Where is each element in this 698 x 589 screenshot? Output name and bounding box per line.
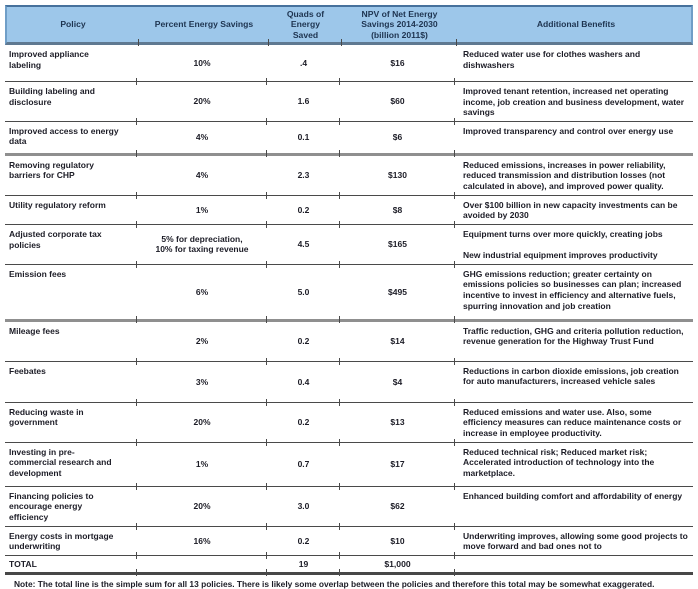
table-row: Building labeling and disclosure 20% 1.6… [5, 82, 693, 125]
benefit-cell: Reductions in carbon dioxide emissions, … [463, 365, 679, 387]
benefit-cell: Reduced emissions, increases in power re… [463, 159, 666, 192]
table-row: Removing regulatory barriers for CHP 4% … [5, 156, 693, 199]
npv-cell: $4 [340, 362, 455, 406]
table-row: Feebates 3% 0.4 $4 Reductions in carbon … [5, 362, 693, 406]
total-label: TOTAL [5, 556, 137, 576]
savings-cell: 4% [137, 156, 267, 199]
table-row: Improved appliance labeling 10% .4 $16 R… [5, 45, 693, 85]
policy-cell: Improved access to energy data [5, 122, 137, 157]
benefit-cell: Over $100 billion in new capacity invest… [463, 199, 678, 221]
policy-cell: Adjusted corporate tax policies [5, 225, 137, 268]
table-footnote: Note: The total line is the simple sum f… [14, 578, 655, 589]
policy-cell: Investing in pre- commercial research an… [5, 443, 137, 490]
table-row: Utility regulatory reform 1% 0.2 $8 Over… [5, 196, 693, 229]
savings-cell: 20% [137, 82, 267, 125]
npv-cell: $130 [340, 156, 455, 199]
header-percent-energy-savings: Percent Energy Savings [139, 7, 269, 46]
quads-cell: 0.7 [267, 443, 340, 490]
table-row: Reducing waste in government 20% 0.2 $13… [5, 403, 693, 446]
table-row: Adjusted corporate tax policies 5% for d… [5, 225, 693, 268]
header-additional-benefits: Additional Benefits [536, 19, 616, 30]
policy-cell: Energy costs in mortgage underwriting [5, 527, 137, 560]
quads-cell: 0.2 [267, 196, 340, 229]
npv-cell: $60 [340, 82, 455, 125]
savings-cell: 3% [137, 362, 267, 406]
total-npv-cell: $1,000 [340, 556, 455, 576]
quads-cell: 4.5 [267, 225, 340, 268]
quads-cell: 1.6 [267, 82, 340, 125]
benefit-cell: Improved transparency and control over e… [463, 125, 674, 136]
policy-cell: Mileage fees [5, 322, 137, 365]
table-row: Financing policies to encourage energy e… [5, 487, 693, 530]
policy-cell: Removing regulatory barriers for CHP [5, 156, 137, 199]
savings-cell: 1% [137, 196, 267, 229]
savings-cell: 10% [137, 45, 267, 85]
policy-cell: Improved appliance labeling [5, 45, 137, 85]
total-savings-cell [137, 556, 267, 576]
policy-cell: Utility regulatory reform [5, 196, 137, 229]
quads-cell: .4 [267, 45, 340, 85]
policy-cell: Building labeling and disclosure [5, 82, 137, 125]
npv-cell: $165 [340, 225, 455, 268]
table-header-row: Policy Percent Energy Savings Quads of E… [5, 5, 693, 46]
policy-cell: Financing policies to encourage energy e… [5, 487, 137, 530]
benefit-cell: Reduced technical risk; Reduced market r… [463, 446, 655, 478]
table-row: Mileage fees 2% 0.2 $14 Traffic reductio… [5, 322, 693, 365]
quads-cell: 3.0 [267, 487, 340, 530]
savings-cell: 4% [137, 122, 267, 157]
savings-cell: 20% [137, 403, 267, 446]
table-row: Improved access to energy data 4% 0.1 $6… [5, 122, 693, 157]
header-policy: Policy [7, 7, 139, 46]
policy-cell: Feebates [5, 362, 137, 406]
benefit-cell: Reduced emissions and water use. Also, s… [463, 406, 682, 439]
npv-cell: $6 [340, 122, 455, 157]
total-benefit-cell [455, 556, 693, 572]
quads-cell: 0.2 [267, 527, 340, 560]
header-quads-energy-saved: Quads of Energy Saved [269, 7, 342, 46]
benefit-cell: GHG emissions reduction; greater certain… [463, 268, 682, 311]
savings-cell: 1% [137, 443, 267, 490]
npv-cell: $62 [340, 487, 455, 530]
npv-cell: $8 [340, 196, 455, 229]
npv-cell: $17 [340, 443, 455, 490]
savings-cell: 6% [137, 265, 267, 323]
table-row: Energy costs in mortgage underwriting 16… [5, 527, 693, 560]
quads-cell: 2.3 [267, 156, 340, 199]
npv-cell: $10 [340, 527, 455, 560]
total-quads-cell: 19 [267, 556, 340, 576]
header-npv-net-energy-savings: NPV of Net Energy Savings 2014-2030 (bil… [342, 7, 457, 46]
benefit-cell: Reduced water use for clothes washers an… [463, 48, 641, 70]
quads-cell: 0.2 [267, 322, 340, 365]
policy-cell: Reducing waste in government [5, 403, 137, 446]
savings-cell: 16% [137, 527, 267, 560]
benefit-cell: Enhanced building comfort and affordabil… [463, 490, 683, 501]
policy-table: Policy Percent Energy Savings Quads of E… [5, 5, 693, 589]
quads-cell: 0.4 [267, 362, 340, 406]
savings-cell: 20% [137, 487, 267, 530]
npv-cell: $13 [340, 403, 455, 446]
quads-cell: 0.2 [267, 403, 340, 446]
table-row: Emission fees 6% 5.0 $495 GHG emissions … [5, 265, 693, 323]
policy-cell: Emission fees [5, 265, 137, 323]
table-total-row: TOTAL 19 $1,000 [5, 556, 693, 576]
quads-cell: 0.1 [267, 122, 340, 157]
savings-cell: 2% [137, 322, 267, 365]
npv-cell: $16 [340, 45, 455, 85]
quads-cell: 5.0 [267, 265, 340, 323]
savings-cell: 5% for depreciation, 10% for taxing reve… [137, 225, 267, 268]
npv-cell: $14 [340, 322, 455, 365]
npv-cell: $495 [340, 265, 455, 323]
benefit-cell: Improved tenant retention, increased net… [463, 85, 685, 118]
table-row: Investing in pre- commercial research an… [5, 443, 693, 490]
benefit-cell: Equipment turns over more quickly, creat… [463, 228, 663, 261]
benefit-cell: Underwriting improves, allowing some goo… [463, 530, 688, 552]
benefit-cell: Traffic reduction, GHG and criteria poll… [463, 325, 684, 347]
